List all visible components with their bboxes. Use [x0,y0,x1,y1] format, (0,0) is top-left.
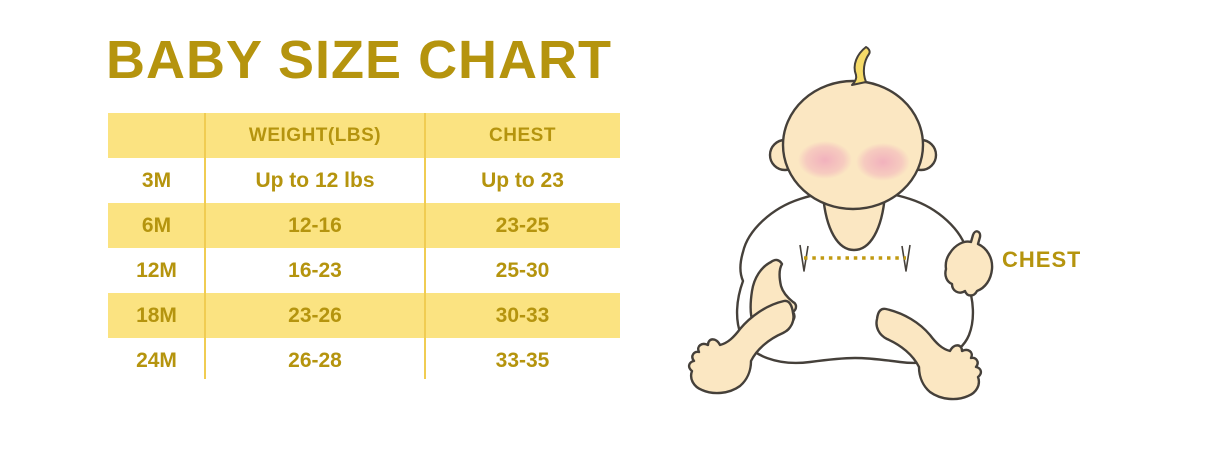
weight-cell: 23-26 [288,304,342,327]
size-cell: 12M [136,259,177,282]
chest-cell: 30-33 [495,304,550,327]
baby-illustration: CHEST [687,46,1080,401]
header-chest: CHEST [489,125,556,146]
sleeve-seam-left [799,244,809,272]
baby-blush-left [798,141,852,179]
size-cell: 3M [141,169,172,192]
baby-head [781,79,925,211]
size-table: WEIGHT(LBS) CHEST 3M Up to 12 lbs Up to … [108,113,620,383]
chest-cell: Up to 23 [481,169,564,192]
sleeve-seam-right [901,244,911,272]
baby-right-leg [875,307,983,401]
size-cell: 18M [136,304,177,327]
header-size [108,113,205,158]
chest-cell: 23-25 [495,214,550,237]
baby-hair-curl [851,46,871,86]
table-row-6m: 6M 12-16 23-25 [108,203,620,248]
table-header-row: WEIGHT(LBS) CHEST [108,113,620,158]
weight-cell: 26-28 [288,349,342,372]
table-row-18m: 18M 23-26 30-33 [108,293,620,338]
weight-cell: 16-23 [288,259,342,282]
table-row-3m: 3M Up to 12 lbs Up to 23 [108,158,620,203]
header-weight: WEIGHT(LBS) [248,125,382,146]
size-cell: 24M [136,349,177,372]
page-title: BABY SIZE CHART [106,30,613,90]
chest-cell: 25-30 [495,259,550,282]
baby-left-leg [687,299,795,395]
column-divider-left [204,113,206,379]
chest-label: CHEST [1002,247,1080,272]
size-cell: 6M [141,214,172,237]
table-row-12m: 12M 16-23 25-30 [108,248,620,293]
baby-right-fist [944,230,994,297]
chest-cell: 33-35 [495,349,550,372]
column-divider-right [424,113,426,379]
weight-cell: Up to 12 lbs [255,169,375,192]
weight-cell: 12-16 [288,214,342,237]
baby-blush-right [856,143,910,181]
table-row-24m: 24M 26-28 33-35 [108,338,620,383]
